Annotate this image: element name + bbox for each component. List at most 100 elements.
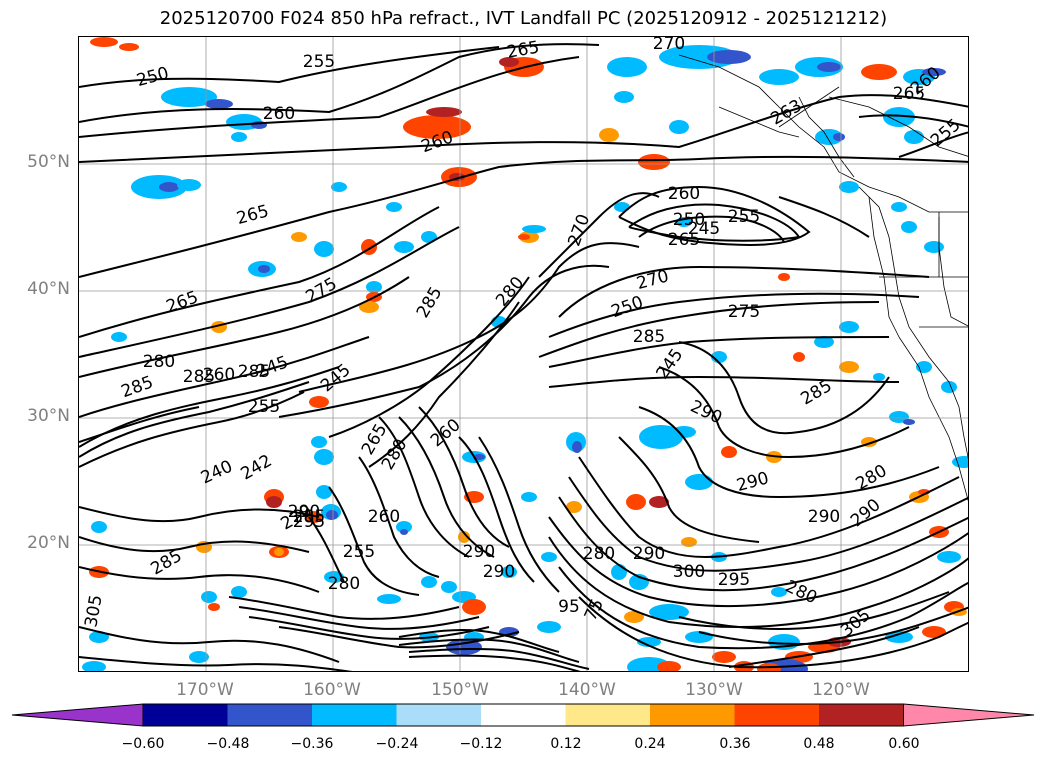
contour-label: 242 [237, 451, 275, 485]
colorbar-segment [481, 704, 566, 726]
contour-line [408, 647, 590, 670]
anomaly-patch [501, 566, 517, 578]
anomaly-patch [637, 637, 661, 647]
contour-line [548, 516, 968, 608]
contour-line [79, 276, 410, 378]
anomaly-patch [707, 50, 751, 64]
anomaly-patch [537, 621, 561, 633]
contour-line [278, 264, 610, 418]
contour-label: 260 [263, 104, 295, 124]
contour-label: 255 [303, 52, 335, 72]
anomaly-patch [941, 381, 957, 393]
contour-label: 255 [728, 207, 760, 227]
coastline [778, 86, 840, 128]
anomaly-patch [396, 521, 412, 533]
contour-line [79, 46, 500, 88]
contour-line [398, 416, 495, 558]
contour-line [248, 616, 490, 640]
contour-line [358, 456, 440, 578]
anomaly-patch [883, 107, 915, 127]
anomaly-patch [638, 154, 670, 170]
contour-line [458, 436, 535, 583]
anomaly-patch [541, 552, 557, 562]
anomaly-patch [839, 361, 859, 373]
anomaly-patch [778, 273, 790, 281]
contour-line [538, 301, 880, 358]
contour-label: 285 [183, 367, 215, 387]
contour-label: 245 [254, 352, 291, 382]
anomaly-patch [441, 581, 457, 593]
map-panel[interactable]: 265 270 250 255 260 260 260 265 263 255 265 260 250 2… [78, 36, 969, 672]
anomaly-patch [201, 591, 217, 603]
contour-line [628, 203, 801, 242]
anomaly-patch [111, 332, 127, 342]
anomaly-patch [314, 449, 334, 465]
anomaly-patch [903, 419, 915, 425]
contour-label: 95 [558, 597, 580, 617]
colorbar-frame [142, 703, 904, 727]
contour-line [328, 486, 420, 596]
contour-label: 290 [633, 544, 665, 564]
anomaly-patch [839, 181, 859, 193]
anomaly-patch [91, 521, 107, 533]
lon-label-140w: 140°W [558, 680, 616, 700]
contour-label: 245 [688, 219, 720, 239]
contour-line [228, 596, 460, 620]
contour-line [678, 591, 950, 630]
colorbar-segment [227, 704, 312, 726]
contour-line [558, 265, 930, 318]
anomaly-fill-layer [82, 37, 968, 671]
colorbar-segment [819, 704, 904, 726]
contour-line [378, 416, 470, 558]
anomaly-patch [82, 661, 106, 671]
anomaly-patch [611, 564, 627, 580]
anomaly-patch [266, 496, 282, 508]
anomaly-patch [316, 485, 332, 499]
contour-label: 240 [198, 457, 236, 489]
contour-label: 280 [143, 352, 175, 372]
contour-label: 260 [668, 184, 700, 204]
anomaly-patch [314, 241, 334, 257]
contour-label: 290 [288, 502, 320, 522]
anomaly-patch [891, 202, 907, 212]
anomaly-patch [649, 496, 669, 508]
contour-line [638, 215, 785, 243]
contour-label: 255 [927, 115, 965, 151]
anomaly-patch [331, 182, 347, 192]
anomaly-patch [793, 352, 805, 362]
contour-label: 265 [668, 230, 700, 250]
anomaly-patch [386, 202, 402, 212]
contour-label: 290 [483, 562, 515, 582]
anomaly-patch [614, 91, 634, 103]
anomaly-patch [400, 529, 408, 535]
contour-line [398, 628, 560, 653]
contour-label: 285 [293, 507, 325, 527]
contour-label: 250 [609, 292, 646, 322]
colorbar-segment [312, 704, 397, 726]
contour-label: 295 [293, 512, 325, 532]
anomaly-patch [458, 531, 470, 543]
contour-label: 305 [81, 593, 106, 628]
contour-line [79, 656, 353, 671]
anomaly-patch [177, 179, 201, 191]
contour-line [79, 336, 370, 418]
anomaly-patch [518, 234, 530, 240]
coastline [858, 186, 968, 460]
anomaly-patch [189, 651, 209, 663]
anomaly-patch [258, 265, 270, 273]
anomaly-patch [366, 281, 382, 293]
colorbar-extend-low [11, 703, 144, 727]
contour-line [858, 114, 968, 128]
anomaly-patch [626, 494, 646, 510]
colorbar-tick: −0.60 [121, 736, 165, 752]
anomaly-patch [649, 604, 689, 620]
anomaly-patch [771, 587, 787, 597]
anomaly-patch [952, 456, 968, 468]
contour-line [538, 192, 660, 278]
coastline [718, 106, 800, 138]
contour-line [79, 155, 968, 278]
colorbar-tick: −0.24 [375, 736, 419, 752]
anomaly-patch [394, 241, 414, 253]
contour-line [408, 654, 581, 671]
contour-label: 275 [728, 302, 760, 322]
